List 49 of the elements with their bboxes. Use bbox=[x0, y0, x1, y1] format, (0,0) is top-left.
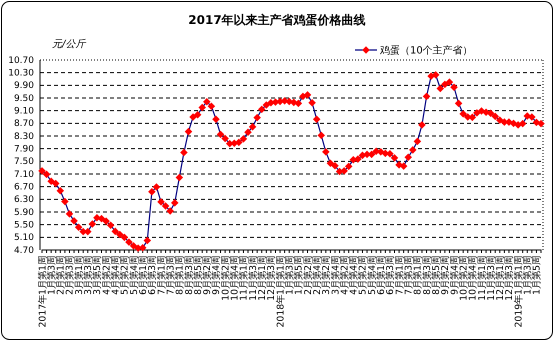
y-tick-label: 4.70 bbox=[14, 246, 34, 256]
x-tick-label: 7月第3周 bbox=[165, 256, 176, 295]
y-tick-label: 9.50 bbox=[14, 94, 34, 104]
x-tick-label: 1月第5周 bbox=[532, 256, 543, 295]
x-tick-label: 2月第2周 bbox=[302, 256, 314, 295]
x-tick-label: 2018年1月第1周 bbox=[275, 256, 286, 328]
x-tick-label: 11月第1周 bbox=[476, 256, 488, 301]
x-tick-label: 11月第3周 bbox=[486, 256, 497, 301]
y-tick-label: 5.50 bbox=[14, 220, 34, 231]
x-tick-label: 4月第2周 bbox=[339, 256, 350, 295]
y-tick-label: 8.70 bbox=[14, 119, 34, 130]
x-tick-label: 1月第3周 bbox=[46, 256, 58, 295]
x-tick-label: 9月第4周 bbox=[449, 256, 460, 295]
x-tick-label: 11月第3周 bbox=[248, 256, 259, 301]
x-tick-label: 8月第3周 bbox=[422, 256, 433, 295]
y-tick-label: 6.70 bbox=[14, 182, 34, 193]
x-tick-label: 3月第1周 bbox=[74, 256, 85, 295]
y-tick-label: 5.10 bbox=[14, 233, 34, 244]
x-tick-label: 2017年1月第1周 bbox=[37, 256, 48, 328]
x-tick-label: 7月第1周 bbox=[156, 256, 168, 295]
y-tick-label: 9.10 bbox=[14, 106, 34, 117]
x-tick-label: 8月第5周 bbox=[192, 256, 204, 295]
x-tick-label: 4月第2周 bbox=[101, 256, 112, 295]
x-tick-label: 5月第4周 bbox=[128, 256, 140, 295]
y-tick-label: 7.90 bbox=[14, 144, 34, 155]
y-tick-label: 6.30 bbox=[14, 195, 34, 206]
y-axis-title: 元/公斤 bbox=[52, 38, 86, 50]
y-tick-label: 10.30 bbox=[8, 68, 34, 79]
x-tick-label: 2月第4周 bbox=[312, 256, 323, 295]
y-tick-label: 7.50 bbox=[14, 157, 34, 168]
x-tick-label: 12月第1周 bbox=[257, 256, 268, 301]
x-tick-label: 8月第3周 bbox=[184, 256, 195, 295]
x-tick-label: 5月第4周 bbox=[366, 256, 378, 295]
x-tick-label: 7月第3周 bbox=[403, 256, 414, 295]
chart-title: 2017年以来主产省鸡蛋价格曲线 bbox=[188, 13, 366, 27]
y-tick-label: 7.10 bbox=[14, 170, 34, 180]
x-tick-label: 10月第2周 bbox=[220, 256, 232, 301]
x-tick-label: 8月第5周 bbox=[430, 256, 442, 295]
x-tick-label: 2019年1月第1周 bbox=[513, 256, 524, 328]
y-tick-label: 8.30 bbox=[14, 132, 34, 142]
y-tick-label: 5.90 bbox=[14, 208, 34, 218]
y-tick-label: 10.70 bbox=[8, 56, 34, 66]
x-tick-label: 10月第2周 bbox=[458, 256, 470, 301]
x-tick-label: 6月第1周 bbox=[138, 256, 149, 295]
legend-label: 鸡蛋（10个主产省） bbox=[379, 44, 473, 56]
x-tick-label: 1月第3周 bbox=[284, 256, 296, 295]
x-tick-label: 3月第4周 bbox=[330, 256, 342, 295]
x-tick-label: 7月第1周 bbox=[394, 256, 406, 295]
y-tick-label: 9.90 bbox=[14, 81, 34, 92]
